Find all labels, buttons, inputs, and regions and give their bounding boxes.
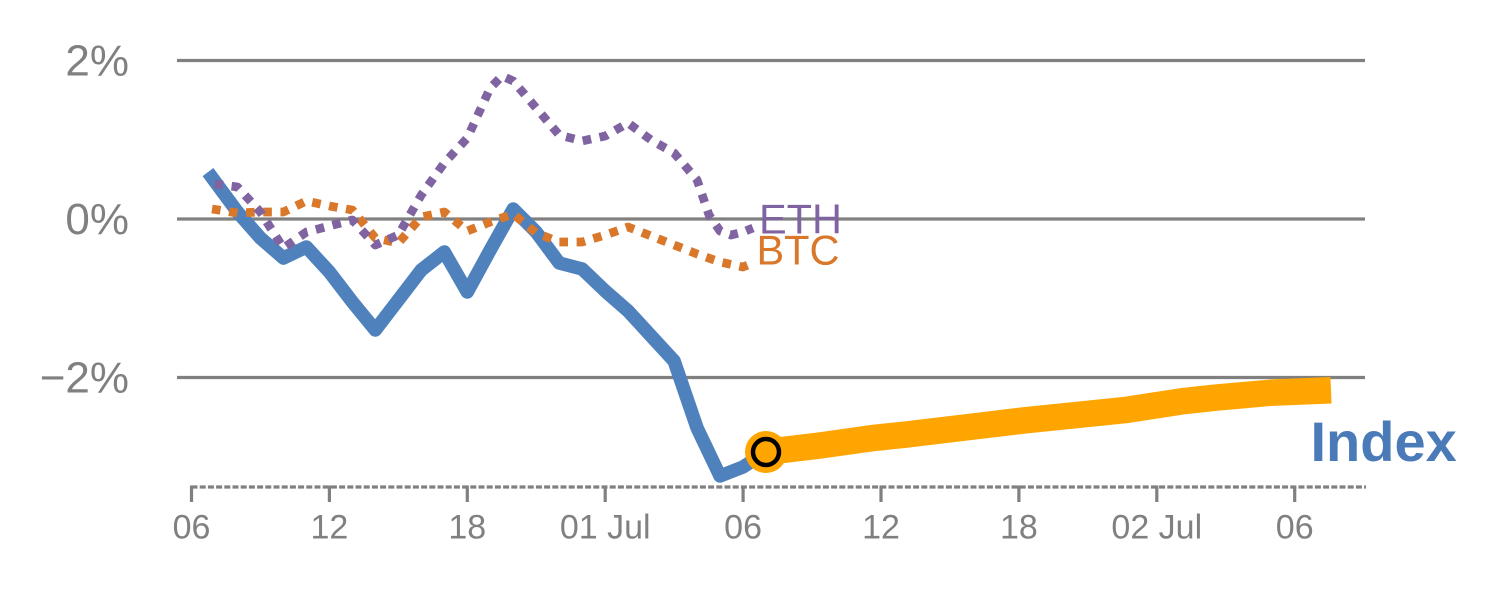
svg-text:18: 18 — [448, 509, 486, 547]
svg-text:02 Jul: 02 Jul — [1111, 509, 1202, 547]
svg-text:01 Jul: 01 Jul — [560, 509, 651, 547]
svg-text:12: 12 — [862, 509, 900, 547]
svg-text:ETH: ETH — [759, 196, 842, 243]
svg-text:06: 06 — [724, 509, 762, 547]
svg-text:12: 12 — [310, 509, 348, 547]
svg-text:18: 18 — [1000, 509, 1038, 547]
svg-text:2%: 2% — [65, 37, 129, 86]
svg-text:06: 06 — [173, 509, 211, 547]
svg-text:−2%: −2% — [40, 354, 129, 403]
svg-text:BTC: BTC — [757, 227, 840, 274]
svg-text:06: 06 — [1276, 509, 1314, 547]
svg-text:0%: 0% — [65, 195, 129, 244]
svg-text:Index: Index — [1311, 410, 1457, 473]
